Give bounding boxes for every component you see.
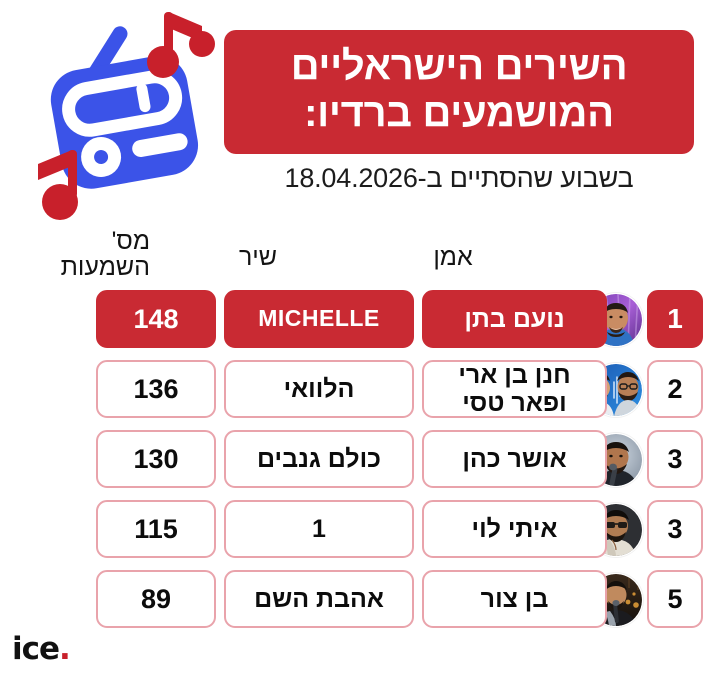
plays-cell: 89 — [96, 570, 216, 628]
header: השירים הישראליים המושמעים ברדיו: בשבוע ש… — [0, 0, 711, 228]
table-row[interactable]: 2 — [0, 356, 711, 424]
plays-cell: 136 — [96, 360, 216, 418]
artist-cell: חנן בן ארי ופאר טסי — [422, 360, 607, 418]
plays-cell: 115 — [96, 500, 216, 558]
rank-cell: 2 — [647, 360, 703, 418]
column-header-song: שיר — [238, 243, 278, 271]
rank-cell: 3 — [647, 500, 703, 558]
song-cell: כולם גנבים — [224, 430, 414, 488]
table-row[interactable]: 5 — [0, 566, 711, 634]
song-cell: אהבת השם — [224, 570, 414, 628]
table-row[interactable]: 3 — [0, 496, 711, 564]
table-row[interactable]: 1 — [0, 286, 711, 354]
song-cell: 1 — [224, 500, 414, 558]
ice-brand-text: ice — [12, 631, 60, 667]
title-block: השירים הישראליים המושמעים ברדיו: בשבוע ש… — [224, 30, 694, 194]
radio-with-music-notes-icon — [26, 4, 226, 224]
plays-cell: 130 — [96, 430, 216, 488]
rank-cell: 3 — [647, 430, 703, 488]
song-cell: MICHELLE — [224, 290, 414, 348]
artist-cell: אושר כהן — [422, 430, 607, 488]
page-title: השירים הישראליים המושמעים ברדיו: — [290, 44, 628, 136]
ice-dot: . — [59, 631, 71, 667]
column-header-artist: אמן — [433, 243, 473, 271]
rank-cell: 5 — [647, 570, 703, 628]
song-cell: הלוואי — [224, 360, 414, 418]
subtitle-week-ending: בשבוע שהסתיים ב-18.04.2026 — [284, 163, 634, 194]
table-body: 1 — [0, 286, 711, 634]
artist-cell: איתי לוי — [422, 500, 607, 558]
table-row[interactable]: 3 — [0, 426, 711, 494]
column-header-plays: מס' השמעות — [60, 227, 150, 282]
plays-cell: 148 — [96, 290, 216, 348]
artist-cell: בן צור — [422, 570, 607, 628]
artist-cell: נועם בתן — [422, 290, 607, 348]
table-column-headers: מס' השמעות שיר אמן — [0, 228, 711, 284]
title-banner: השירים הישראליים המושמעים ברדיו: — [224, 30, 694, 155]
songs-chart-table: מס' השמעות שיר אמן 1 — [0, 228, 711, 636]
ice-wordmark: ice. — [12, 634, 102, 665]
ice-logo[interactable]: ice. — [12, 634, 102, 668]
rank-cell: 1 — [647, 290, 703, 348]
